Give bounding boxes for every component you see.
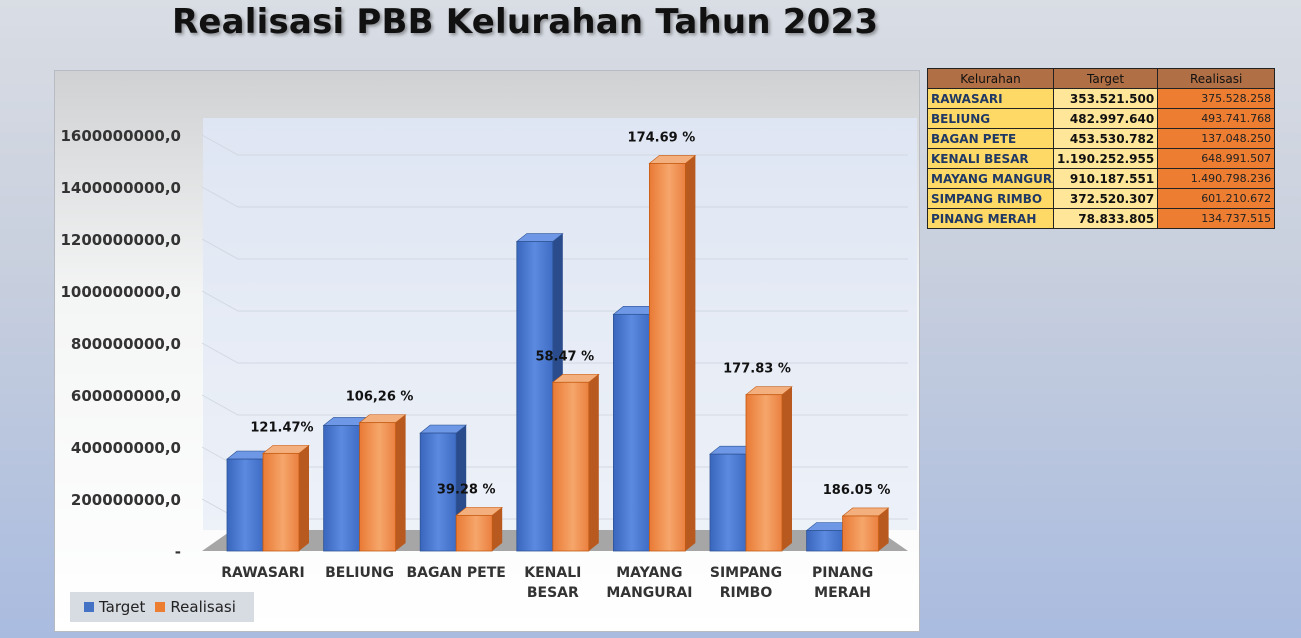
table-row: PINANG MERAH 78.833.805 134.737.515 (927, 208, 1276, 229)
bar-realisasi (841, 507, 890, 552)
bar-target-front (226, 458, 264, 552)
y-tick-label: 1400000000,0 (60, 179, 181, 197)
table-cell-kelurahan: BAGAN PETE (927, 128, 1054, 149)
table-cell-target: 482.997.640 (1052, 108, 1159, 129)
legend-label-realisasi: Realisasi (170, 598, 236, 616)
table-row: RAWASARI 353.521.500 375.528.258 (927, 88, 1276, 109)
table-cell-kelurahan: MAYANG MANGURAI (927, 168, 1054, 189)
x-tick-label: SIMPANG (710, 565, 782, 581)
table-cell-kelurahan: KENALI BESAR (927, 148, 1054, 169)
bar-realisasi-side (782, 386, 792, 551)
bar-realisasi-front (455, 514, 493, 552)
bar-realisasi-side (299, 445, 309, 551)
table-header-target: Target (1052, 68, 1159, 89)
bar-realisasi-side (878, 507, 889, 551)
data-table: Kelurahan Target Realisasi RAWASARI 353.5… (927, 68, 1276, 229)
table-cell-realisasi: 601.210.672 (1157, 188, 1276, 209)
bar-target-front (323, 425, 361, 552)
table-cell-target: 910.187.551 (1052, 168, 1159, 189)
table-row: MAYANG MANGURAI 910.187.551 1.490.798.236 (927, 168, 1276, 189)
table-row: SIMPANG RIMBO 372.520.307 601.210.672 (927, 188, 1276, 209)
bar-target-front (709, 453, 747, 552)
data-label: 174.69 % (628, 130, 696, 145)
table-cell-realisasi: 493.741.768 (1157, 108, 1276, 129)
bar-realisasi-front (359, 422, 397, 552)
table-cell-realisasi: 134.737.515 (1157, 208, 1276, 229)
table-body: RAWASARI 353.521.500 375.528.258 BELIUNG 482… (927, 88, 1276, 229)
table-cell-realisasi: 648.991.507 (1157, 148, 1276, 169)
bar-realisasi-side (492, 507, 503, 551)
x-tick-label: PINANG (812, 565, 873, 581)
bar-target-front (613, 313, 650, 552)
data-label: 58.47 % (535, 349, 594, 364)
y-tick-label: 400000000,0 (71, 439, 181, 457)
x-tick-label: BESAR (527, 585, 579, 601)
bar-realisasi (745, 386, 793, 552)
y-tick-label: 1600000000,0 (60, 127, 181, 145)
bar-target-front (516, 241, 554, 552)
bar-realisasi-front (649, 162, 686, 552)
table-cell-kelurahan: PINANG MERAH (927, 208, 1054, 229)
bar-realisasi-side (685, 155, 696, 551)
x-tick-label: RIMBO (720, 585, 773, 601)
table-row: BELIUNG 482.997.640 493.741.768 (927, 108, 1276, 129)
x-tick-label: MERAH (814, 585, 871, 601)
x-tick-label: MAYANG (616, 565, 682, 581)
table-row: KENALI BESAR 1.190.252.955 648.991.507 (927, 148, 1276, 169)
bar-realisasi (455, 507, 504, 552)
table-cell-realisasi: 1.490.798.236 (1157, 168, 1276, 189)
table-cell-target: 372.520.307 (1052, 188, 1159, 209)
gridline (201, 134, 908, 156)
bar-realisasi (551, 373, 600, 552)
table-cell-target: 1.190.252.955 (1052, 148, 1159, 169)
data-label: 121.47% (250, 420, 313, 435)
chart-legend: Target Realisasi (70, 592, 254, 622)
data-label: 106,26 % (346, 390, 414, 405)
bar-realisasi-side (588, 374, 599, 551)
legend-swatch-target (84, 602, 94, 612)
bar-realisasi (358, 414, 407, 552)
legend-item-realisasi: Realisasi (155, 598, 236, 616)
bar-realisasi-side (395, 414, 406, 551)
table-header-realisasi: Realisasi (1157, 68, 1276, 89)
table-cell-realisasi: 137.048.250 (1157, 128, 1276, 149)
x-tick-label: MANGURAI (606, 585, 692, 601)
table-cell-target: 353.521.500 (1052, 88, 1159, 109)
y-tick-label: - (175, 543, 181, 561)
data-label: 39.28 % (437, 482, 496, 497)
table-cell-kelurahan: SIMPANG RIMBO (927, 188, 1054, 209)
y-tick-label: 600000000,0 (71, 387, 181, 405)
bar-target-front (419, 432, 457, 552)
bar-realisasi-front (745, 394, 783, 552)
bar-realisasi (648, 155, 697, 552)
data-label: 186.05 % (823, 483, 891, 498)
table-cell-realisasi: 375.528.258 (1157, 88, 1276, 109)
y-tick-label: 200000000,0 (71, 491, 181, 509)
x-tick-label: BAGAN PETE (407, 565, 506, 581)
y-tick-label: 1000000000,0 (60, 283, 181, 301)
legend-swatch-realisasi (155, 602, 166, 612)
bar-realisasi (262, 445, 310, 552)
table-cell-kelurahan: RAWASARI (927, 88, 1054, 109)
y-tick-label: 1200000000,0 (60, 231, 181, 249)
x-tick-label: BELIUNG (325, 565, 394, 581)
bar-realisasi-front (552, 381, 590, 552)
bar-target-front (806, 530, 843, 552)
bar-realisasi-front (262, 452, 300, 552)
x-tick-label: KENALI (524, 565, 581, 581)
table-cell-kelurahan: BELIUNG (927, 108, 1054, 129)
y-tick-label: 800000000,0 (71, 335, 181, 353)
data-label: 177.83 % (723, 362, 791, 377)
table-header-kelurahan: Kelurahan (927, 68, 1054, 89)
x-tick-label: RAWASARI (221, 565, 305, 581)
table-cell-target: 78.833.805 (1052, 208, 1159, 229)
table-cell-target: 453.530.782 (1052, 128, 1159, 149)
table-header-row: Kelurahan Target Realisasi (927, 68, 1276, 89)
page-title: Realisasi PBB Kelurahan Tahun 2023 (172, 2, 879, 42)
bar-realisasi-front (842, 515, 879, 552)
legend-label-target: Target (99, 598, 146, 616)
legend-item-target: Target (84, 598, 145, 616)
table-row: BAGAN PETE 453.530.782 137.048.250 (927, 128, 1276, 149)
